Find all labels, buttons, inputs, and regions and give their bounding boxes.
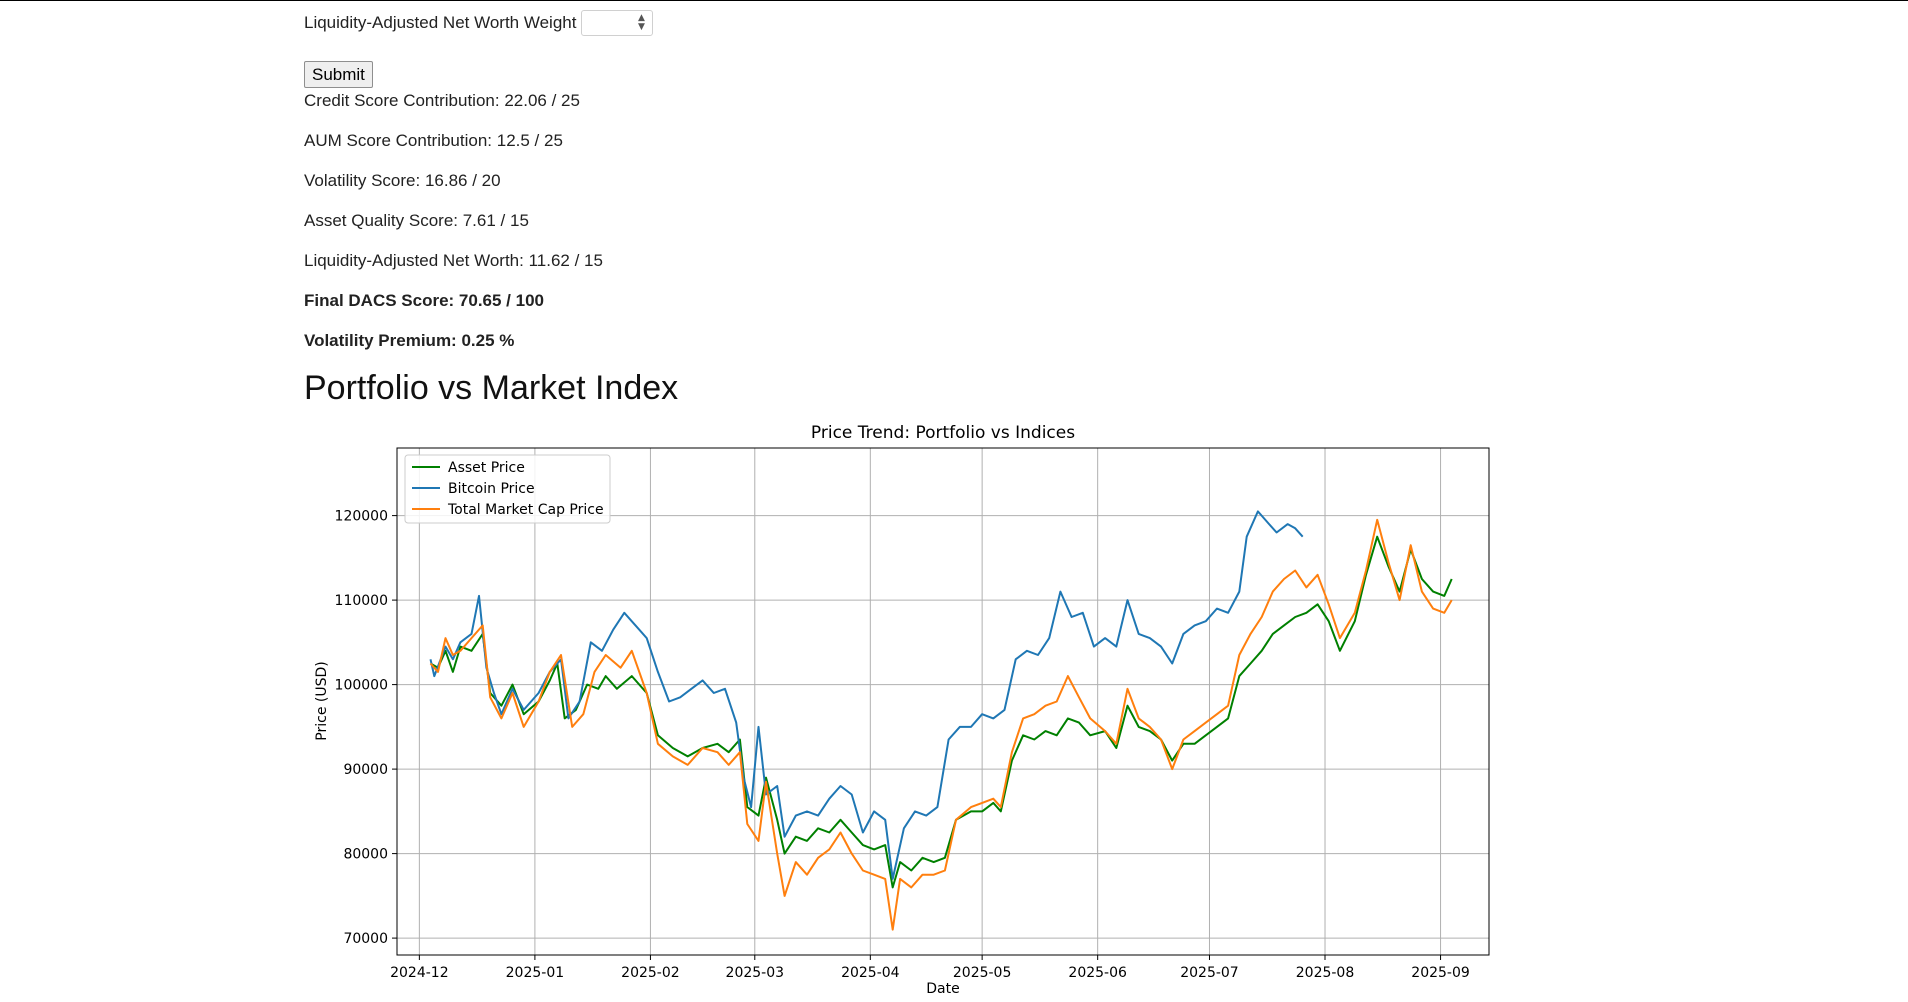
volatility-score-text: Volatility Score: 16.86 / 20: [304, 171, 501, 190]
weight-label: Liquidity-Adjusted Net Worth Weight: [304, 13, 577, 32]
y-tick-label: 100000: [335, 678, 388, 694]
y-tick-label: 90000: [343, 762, 388, 778]
x-tick-label: 2025-01: [506, 965, 564, 981]
liquidity-score-text: Liquidity-Adjusted Net Worth: 11.62 / 15: [304, 251, 603, 270]
y-tick-label: 80000: [343, 847, 388, 863]
legend-label: Asset Price: [448, 460, 525, 476]
series-lines: [429, 510, 1453, 931]
spinner-arrows-icon[interactable]: ▲ ▼: [637, 13, 645, 32]
price-trend-chart: 2024-12 2025-01 2025-02 2025-03 2025-04 2025-…: [314, 423, 1490, 997]
submit-button[interactable]: Submit: [304, 61, 373, 88]
x-tick-label: 2025-09: [1411, 965, 1470, 981]
x-tick-label: 2025-03: [726, 965, 785, 981]
aum-score-text: AUM Score Contribution: 12.5 / 25: [304, 131, 563, 150]
weight-field-row: Liquidity-Adjusted Net Worth Weight ▲ ▼: [304, 8, 654, 38]
series-line-asset-price: [430, 535, 1453, 889]
legend-label: Total Market Cap Price: [447, 502, 604, 518]
weight-number-input[interactable]: ▲ ▼: [581, 10, 654, 36]
x-tick-label: 2024-12: [390, 965, 449, 981]
x-tick-label: 2025-05: [953, 965, 1012, 981]
x-tick-label: 2025-08: [1296, 965, 1355, 981]
plot-frame: [396, 447, 1490, 956]
x-tick-label: 2025-07: [1180, 965, 1239, 981]
y-tick-label: 70000: [343, 931, 388, 947]
credit-score-text: Credit Score Contribution: 22.06 / 25: [304, 91, 580, 110]
asset-quality-score-text: Asset Quality Score: 7.61 / 15: [304, 211, 529, 230]
chart-title: Price Trend: Portfolio vs Indices: [811, 423, 1075, 443]
final-score-text: Final DACS Score: 70.65 / 100: [304, 291, 544, 310]
x-tick-label: 2025-02: [621, 965, 680, 981]
x-tick-label: 2025-06: [1068, 965, 1127, 981]
x-tick-label: 2025-04: [841, 965, 900, 981]
legend: Asset Price Bitcoin Price Total Market Cap…: [404, 454, 611, 524]
volatility-premium-text: Volatility Premium: 0.25 %: [304, 331, 515, 350]
legend-label: Bitcoin Price: [448, 481, 535, 497]
y-tick-label: 120000: [335, 509, 388, 525]
series-line-total-market-cap-price: [429, 518, 1453, 931]
axes: 2024-12 2025-01 2025-02 2025-03 2025-04 2025-…: [335, 509, 1470, 981]
section-title: Portfolio vs Market Index: [304, 369, 679, 407]
grid: [397, 448, 1489, 955]
y-axis-label: Price (USD): [314, 661, 330, 740]
y-tick-label: 110000: [335, 593, 388, 609]
x-axis-label: Date: [926, 981, 959, 997]
top-border: [0, 0, 1908, 1]
legend-box: [404, 454, 611, 524]
